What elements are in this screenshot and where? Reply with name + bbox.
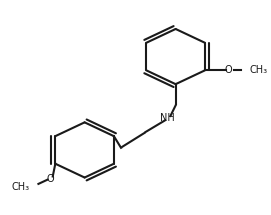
Text: NH: NH bbox=[160, 113, 175, 123]
Text: O: O bbox=[46, 174, 54, 184]
Text: O: O bbox=[224, 65, 232, 75]
Text: CH₃: CH₃ bbox=[11, 182, 29, 192]
Text: CH₃: CH₃ bbox=[249, 65, 267, 75]
